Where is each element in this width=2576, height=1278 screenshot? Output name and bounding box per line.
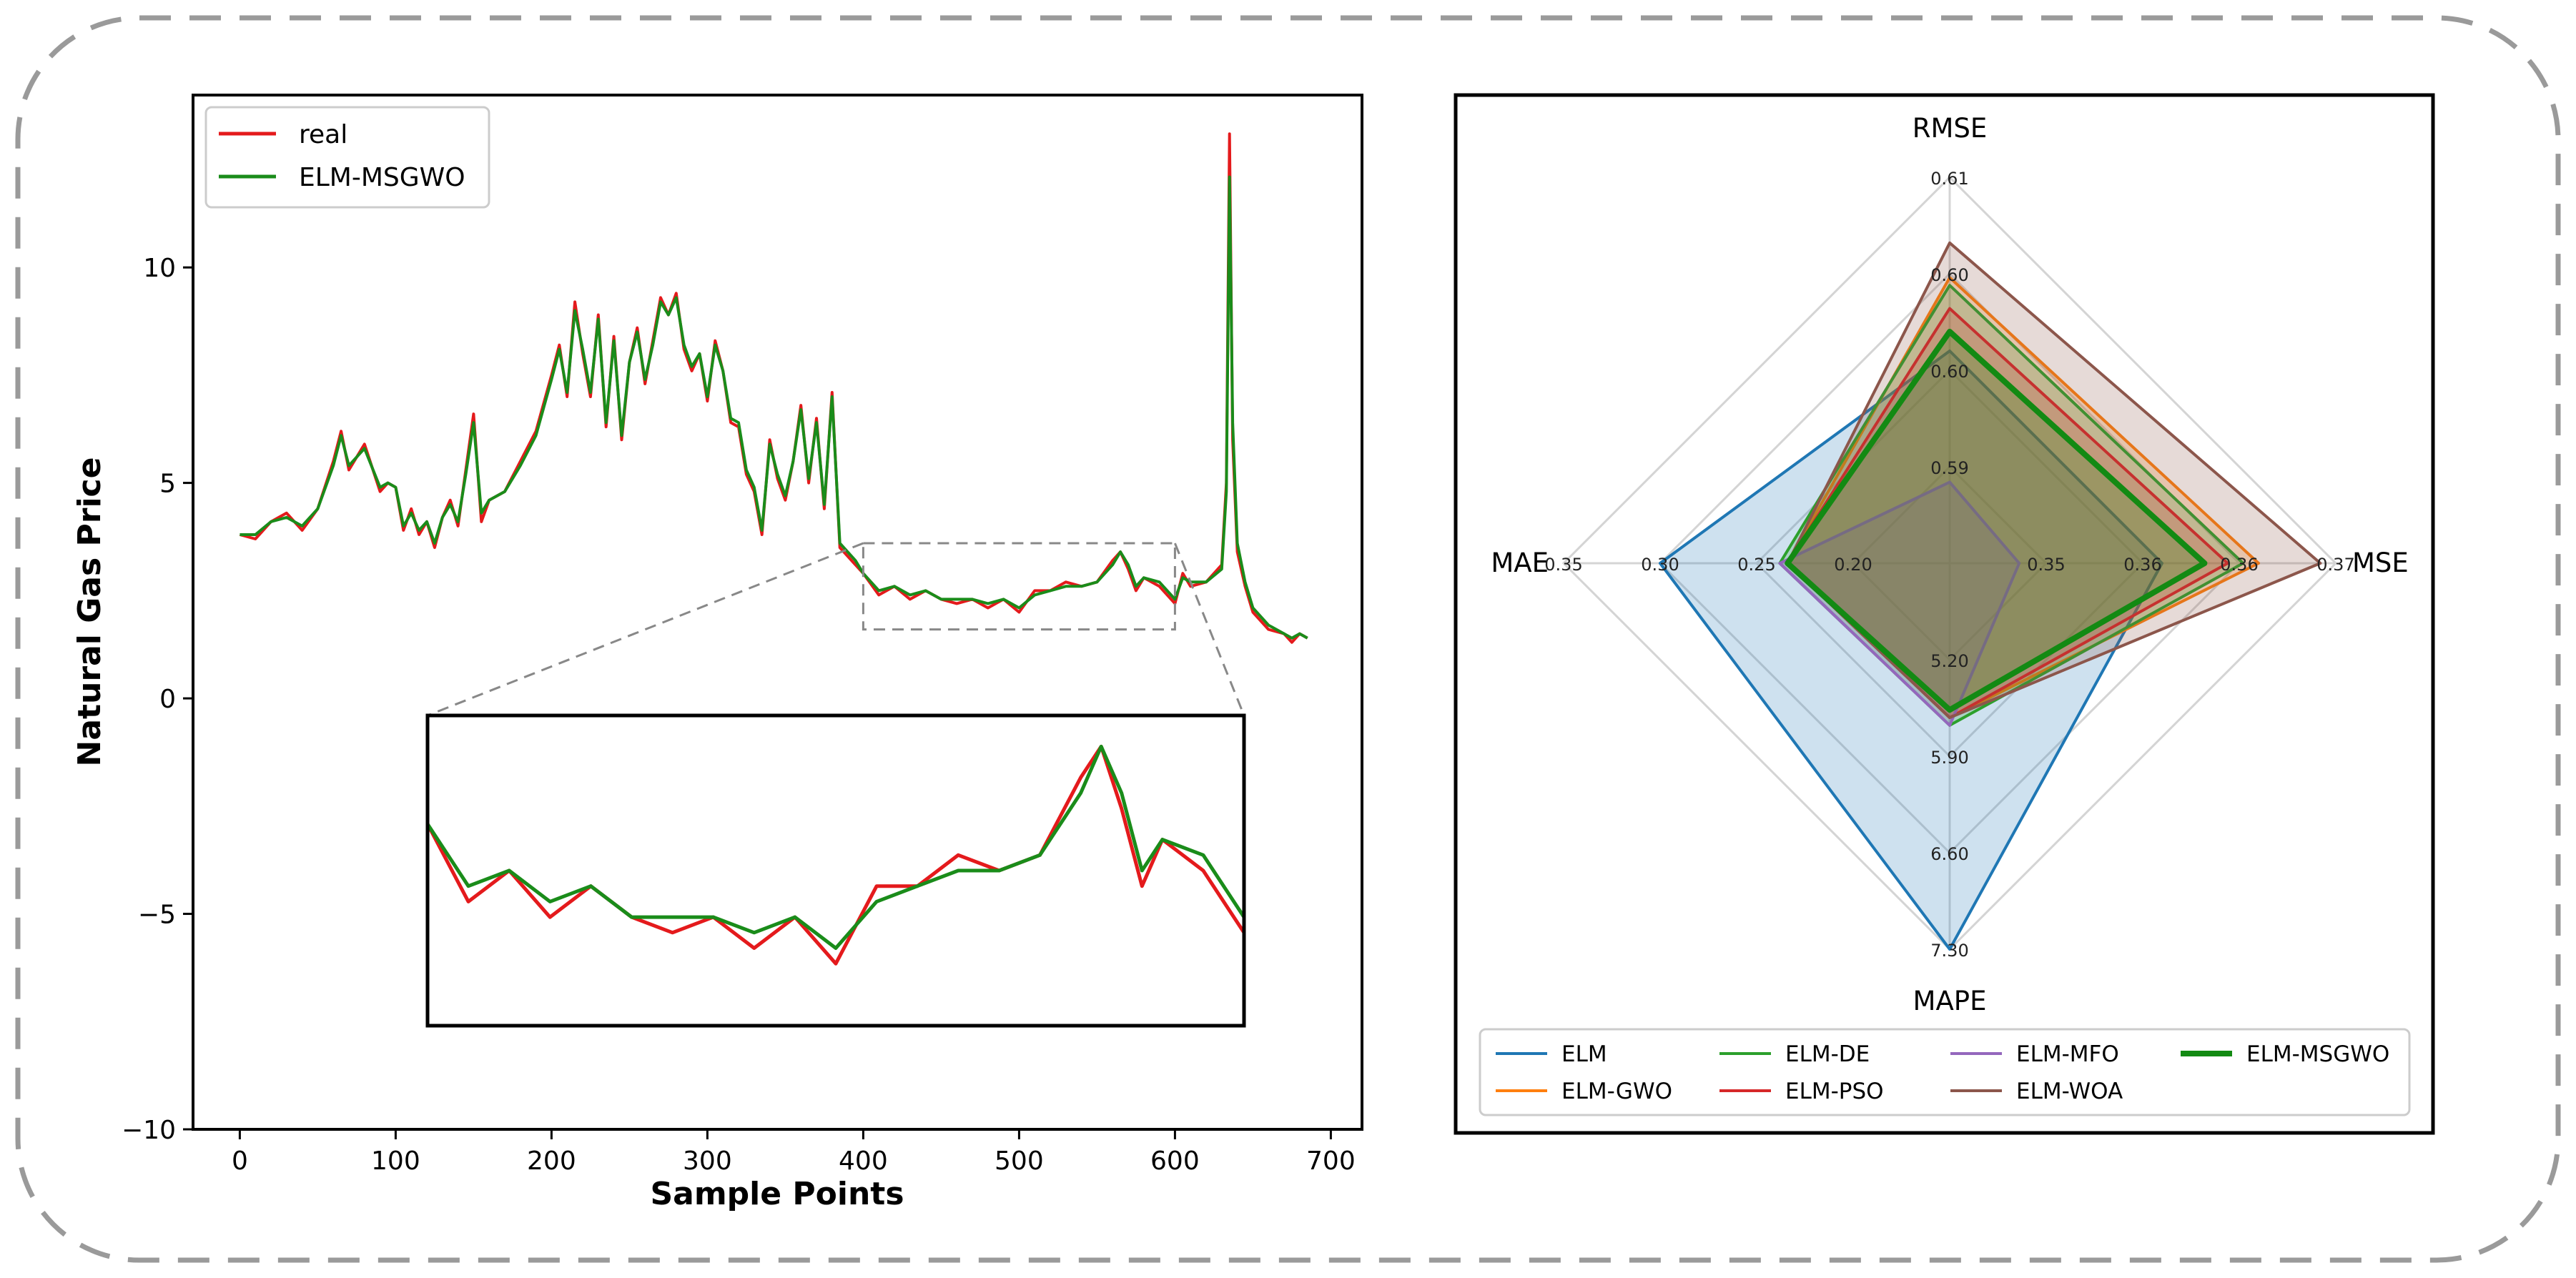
x-tick-label: 300 <box>683 1146 732 1176</box>
x-tick-label: 0 <box>232 1146 248 1176</box>
radar-axis-label-rmse: RMSE <box>1913 113 1988 144</box>
series-line-real <box>239 132 1308 644</box>
radar-legend-label: ELM-GWO <box>1561 1079 1672 1104</box>
radar-series-elm <box>1659 350 2163 951</box>
radar-tick-label: 0.36 <box>2220 555 2258 575</box>
y-tick-label: 5 <box>159 470 176 499</box>
radar-tick-label: 0.59 <box>1930 458 1968 478</box>
radar-tick-label: 5.90 <box>1930 748 1968 768</box>
radar-tick-label: 0.30 <box>1641 555 1679 575</box>
line-chart: 0 100 200 300 400 500 600 700 −10 −5 0 5 10 Sample P… <box>71 94 1363 1212</box>
radar-tick-label: 0.20 <box>1834 555 1872 575</box>
radar-legend-label: ELM-PSO <box>1785 1079 1884 1104</box>
radar-series-elm-msgwo <box>1785 329 2208 713</box>
radar-frame <box>1454 93 2435 1135</box>
radar-legend-label: ELM-MFO <box>2016 1041 2119 1067</box>
x-tick-label: 700 <box>1306 1146 1356 1176</box>
x-tick-label: 200 <box>527 1146 576 1176</box>
radar-series <box>1659 241 2322 951</box>
y-tick-label: −10 <box>122 1116 176 1145</box>
inset-line-real <box>428 744 1244 966</box>
left-series-lines <box>239 132 1308 644</box>
x-tick-label: 500 <box>995 1146 1044 1176</box>
y-tick-label: 10 <box>143 254 176 283</box>
radar-tick-label: 0.61 <box>1930 169 1968 189</box>
radar-legend-label: ELM-DE <box>1785 1041 1870 1067</box>
radar-tick-label: 0.60 <box>1930 265 1968 285</box>
left-axis-ticks: 0 100 200 300 400 500 600 700 −10 −5 0 5 10 <box>122 254 1356 1176</box>
radar-legend-box <box>1479 1028 2411 1116</box>
inset-series-lines <box>428 744 1244 966</box>
radar-tick-labels: 0.59 0.60 0.60 0.61 0.35 0.36 0.36 0.37 5.20 5.90… <box>1544 169 2354 961</box>
radar-chart: 0.59 0.60 0.60 0.61 0.35 0.36 0.36 0.37 5.20 5.90… <box>1454 93 2435 1135</box>
outer-dashed-frame <box>15 15 2561 1263</box>
radar-axis-label-mape: MAPE <box>1913 986 1987 1016</box>
radar-tick-label: 6.60 <box>1930 844 1968 864</box>
radar-series-elm-woa <box>1786 241 2322 719</box>
radar-legend: ELM ELM-GWO ELM-DE ELM-PSO ELM-MFO ELM-WOA ELM… <box>1479 1028 2411 1116</box>
inset-frame <box>425 713 1246 1028</box>
radar-tick-label: 7.30 <box>1930 941 1968 961</box>
zoom-connector-right <box>1174 543 1245 716</box>
legend-box <box>204 106 490 209</box>
radar-tick-label: 0.36 <box>2123 555 2161 575</box>
radar-tick-label: 0.37 <box>2316 555 2354 575</box>
zoom-region-box <box>862 542 1176 631</box>
radar-tick-label: 5.20 <box>1930 651 1968 671</box>
radar-tick-label: 0.35 <box>2027 555 2065 575</box>
radar-tick-label: 0.35 <box>1544 555 1582 575</box>
inset-line-elm-msgwo <box>428 744 1244 950</box>
zoom-connector-left <box>427 542 864 717</box>
y-tick-label: −5 <box>138 901 176 930</box>
inset-background <box>428 715 1244 1026</box>
x-axis-label: Sample Points <box>650 1176 904 1212</box>
x-tick-label: 100 <box>371 1146 420 1176</box>
legend-label-real: real <box>299 120 347 149</box>
radar-legend-label: ELM-WOA <box>2016 1079 2123 1104</box>
radar-tick-label: 0.60 <box>1930 362 1968 382</box>
radar-axis-label-mse: MSE <box>2352 548 2409 578</box>
y-axis-label: Natural Gas Price <box>71 457 108 767</box>
x-tick-label: 600 <box>1150 1146 1200 1176</box>
radar-tick-label: 0.25 <box>1737 555 1775 575</box>
left-plot-frame <box>192 94 1363 1131</box>
x-tick-label: 400 <box>839 1146 888 1176</box>
radar-legend-label: ELM-MSGWO <box>2246 1041 2389 1067</box>
radar-legend-label: ELM <box>1561 1041 1607 1067</box>
radar-axis-label-mae: MAE <box>1491 548 1549 578</box>
left-legend: real ELM-MSGWO <box>204 106 490 209</box>
radar-series-elm-mfo <box>1778 480 2021 727</box>
y-tick-label: 0 <box>159 685 176 714</box>
legend-label-msgwo: ELM-MSGWO <box>299 163 465 192</box>
series-line-elm-msgwo <box>240 175 1308 640</box>
